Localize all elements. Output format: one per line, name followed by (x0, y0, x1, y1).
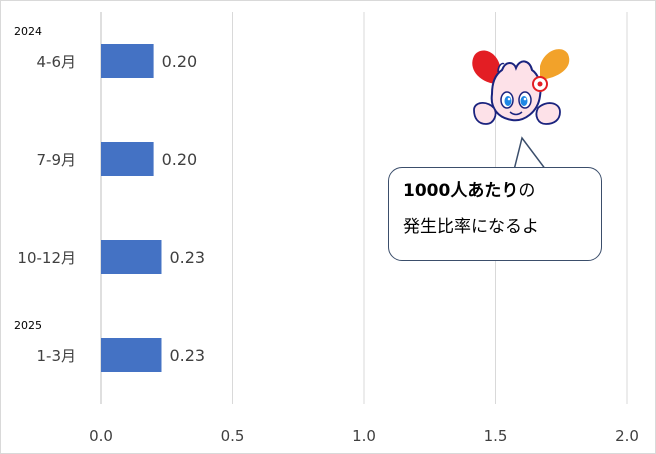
data-label: 0.20 (162, 52, 198, 71)
year-label: 2025 (14, 319, 42, 332)
bar (101, 44, 154, 78)
bar (101, 338, 162, 372)
category-label: 1-3月 (37, 347, 77, 365)
callout-tail (513, 136, 547, 170)
callout-line-1: 1000人あたりの (403, 178, 587, 204)
x-tick-label: 0.0 (89, 427, 113, 445)
labels: 0.0 0.5 1.0 1.5 2.0 0.20 4-6月 2024 0.20 7-9月 0.23 1… (14, 25, 639, 445)
bar (101, 240, 162, 274)
data-label: 0.20 (162, 150, 198, 169)
x-tick-label: 0.5 (221, 427, 245, 445)
data-label: 0.23 (169, 248, 205, 267)
callout-bold-text: 1000人あたり (403, 181, 519, 201)
callout-line-2: 発生比率になるよ (403, 217, 539, 237)
year-label: 2024 (14, 25, 42, 38)
category-label: 10-12月 (17, 249, 76, 267)
category-label: 4-6月 (37, 53, 77, 71)
bars (101, 44, 162, 372)
x-tick-label: 2.0 (615, 427, 639, 445)
bar (101, 142, 154, 176)
data-label: 0.23 (169, 346, 205, 365)
category-label: 7-9月 (37, 151, 77, 169)
mascot-character-icon (472, 49, 570, 125)
x-tick-label: 1.0 (352, 427, 376, 445)
callout-bubble: 1000人あたりの 発生比率になるよ (388, 167, 602, 261)
x-tick-label: 1.5 (484, 427, 508, 445)
callout-normal-text: の (518, 181, 536, 201)
